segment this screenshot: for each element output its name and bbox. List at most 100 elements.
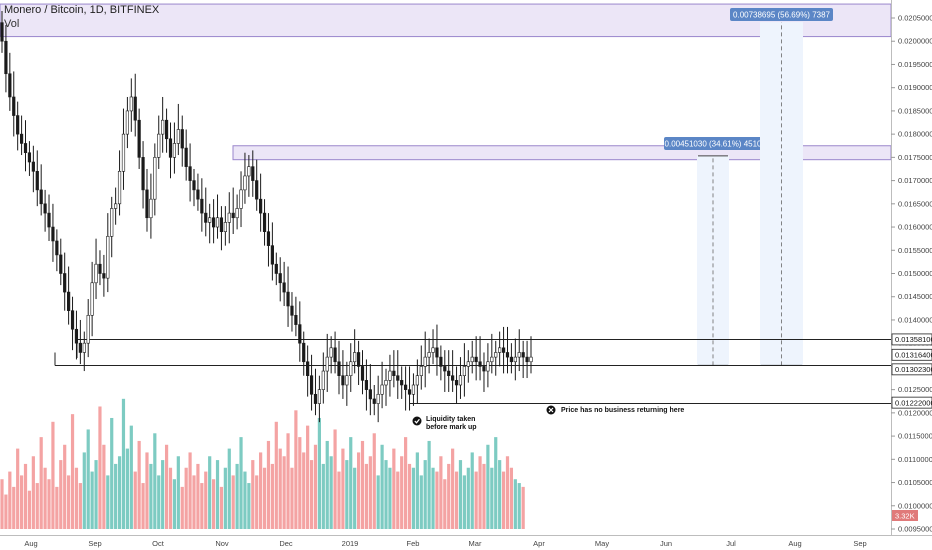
- candle-body: [35, 171, 39, 191]
- volume-bar: [192, 475, 196, 529]
- candle-body: [341, 375, 345, 386]
- volume-bar: [153, 433, 157, 529]
- candle-body: [239, 189, 243, 209]
- volume-bar: [419, 475, 423, 529]
- price-tag-label: 0.01222000: [895, 398, 932, 407]
- measure-label-text: 0.00738695 (56.69%) 7387: [733, 11, 831, 20]
- volume-bar: [368, 456, 372, 529]
- volume-bar: [380, 444, 384, 529]
- volume-bar: [251, 460, 255, 529]
- volume-bar: [94, 460, 98, 529]
- volume-bar: [439, 456, 443, 529]
- candle-body: [337, 361, 341, 377]
- volume-bar: [90, 471, 94, 529]
- volume-bar: [47, 479, 51, 529]
- symbol-title: Monero / Bitcoin, 1D, BITFINEX: [4, 4, 160, 16]
- check-circle-icon: [412, 416, 422, 426]
- candle-body: [513, 356, 517, 363]
- candle-body: [110, 208, 114, 237]
- volume-bar: [31, 456, 35, 529]
- volume-bar: [517, 483, 521, 529]
- candle-body: [521, 352, 525, 358]
- candle-body: [4, 40, 8, 75]
- candle-body: [106, 236, 110, 279]
- candle-body: [317, 389, 322, 404]
- candle-body: [380, 384, 384, 395]
- candle-body: [157, 133, 161, 158]
- price-tag-box: [891, 333, 932, 346]
- volume-bar: [396, 471, 400, 529]
- candle-body: [200, 198, 204, 214]
- candle-body: [286, 291, 290, 307]
- volume-bar: [337, 471, 341, 529]
- volume-bar: [145, 452, 149, 529]
- candle-body: [196, 189, 200, 200]
- candle-body: [188, 166, 192, 181]
- volume-bar: [486, 444, 490, 529]
- candle-body: [306, 361, 310, 377]
- candle-body: [525, 356, 529, 363]
- volume-bar: [341, 448, 345, 529]
- x-tick-label: Jun: [660, 539, 672, 548]
- candle-body: [482, 366, 486, 372]
- volume-bar: [286, 433, 290, 529]
- volume-bar: [415, 452, 419, 529]
- candle-body: [161, 119, 165, 135]
- volume-bar: [23, 463, 28, 529]
- volume-bar: [110, 417, 114, 529]
- volume-bar: [494, 437, 498, 529]
- volume-bar: [74, 467, 79, 529]
- volume-bar: [219, 486, 224, 529]
- candle-body: [498, 347, 502, 353]
- candles-layer: [0, 11, 533, 423]
- candle-body: [376, 393, 380, 404]
- volume-bar: [114, 463, 118, 529]
- candle-body: [70, 310, 75, 330]
- volume-bar: [443, 479, 447, 529]
- volume-bar: [266, 440, 271, 529]
- candle-body: [400, 380, 404, 386]
- volume-bar: [372, 433, 376, 529]
- volume-bar: [509, 467, 514, 529]
- candle-body: [419, 366, 423, 376]
- candle-body: [262, 212, 267, 232]
- candle-body: [141, 157, 145, 191]
- volume-bar: [259, 452, 263, 529]
- candle-body: [290, 305, 294, 316]
- liquidity-annotation-line2: before mark up: [426, 424, 477, 431]
- candle-body: [192, 180, 196, 191]
- volume-bar: [400, 456, 404, 529]
- volume-bar: [404, 437, 408, 529]
- candle-body: [67, 291, 71, 311]
- volume-bar: [106, 475, 110, 529]
- candle-body: [63, 273, 67, 293]
- volume-bar: [16, 448, 20, 529]
- chart-legend: Monero / Bitcoin, 1D, BITFINEX Vol: [4, 3, 159, 31]
- volume-bar: [164, 444, 169, 529]
- candle-body: [368, 389, 372, 400]
- volume-bar: [59, 460, 63, 529]
- volume-bar: [262, 467, 267, 529]
- candle-body: [23, 143, 28, 154]
- candle-body: [121, 133, 126, 172]
- volume-bar: [39, 437, 43, 529]
- volume-bar: [490, 467, 494, 529]
- x-tick-label: Apr: [533, 539, 545, 548]
- measure-area: [697, 155, 729, 366]
- candle-body: [184, 147, 188, 167]
- volume-bar: [161, 460, 165, 529]
- no-return-annotation: Price has no business returning here: [546, 405, 684, 415]
- volume-bar: [184, 467, 188, 529]
- volume-badge-label: 3.32K: [895, 512, 915, 521]
- y-tick-label: 0.00950000: [898, 525, 932, 534]
- x-tick-label: Aug: [788, 539, 801, 548]
